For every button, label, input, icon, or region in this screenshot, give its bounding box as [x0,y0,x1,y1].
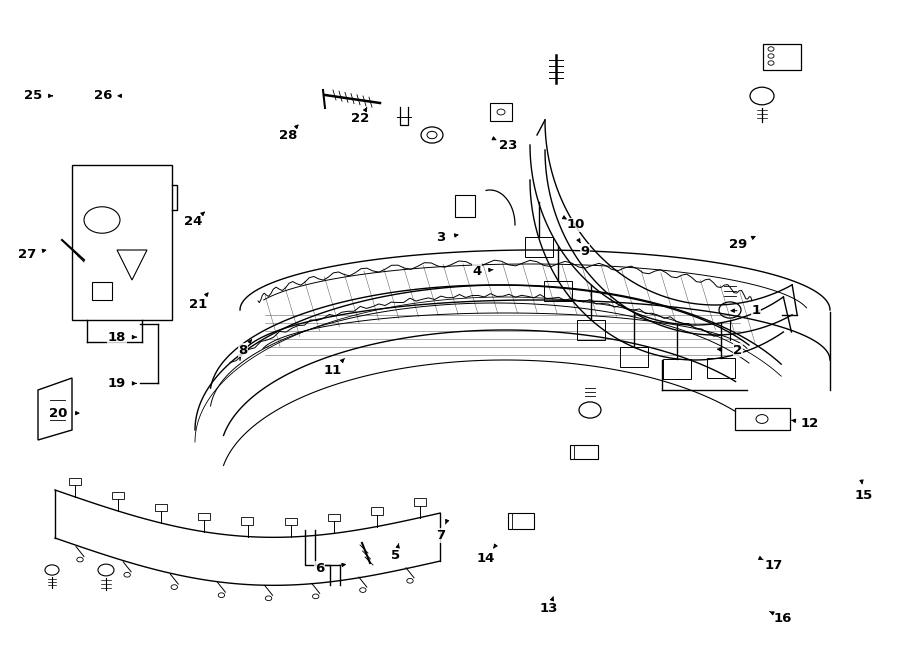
Text: 17: 17 [765,559,783,572]
Text: 9: 9 [580,245,590,258]
Bar [284,518,297,525]
Text: 1: 1 [752,304,760,317]
Text: 28: 28 [279,129,297,142]
Text: 23: 23 [500,139,518,152]
Text: 8: 8 [238,344,248,357]
Text: 3: 3 [436,231,446,245]
Bar [198,513,211,520]
Bar [112,492,124,499]
Bar [241,518,254,525]
Text: 27: 27 [18,248,36,261]
Text: 6: 6 [315,562,324,575]
Bar [72,165,172,320]
Text: 18: 18 [108,330,126,344]
Text: 2: 2 [734,344,742,357]
Bar [763,44,801,70]
Bar [328,514,340,522]
Bar [578,320,606,340]
Text: 4: 4 [472,264,482,278]
Bar [155,504,167,511]
Text: 11: 11 [324,364,342,377]
Text: 16: 16 [774,611,792,625]
Circle shape [750,87,774,105]
Bar [455,195,475,217]
Text: 19: 19 [108,377,126,390]
Bar [508,513,534,529]
Bar [490,103,512,121]
Text: 24: 24 [184,215,202,228]
Text: 13: 13 [540,602,558,615]
Bar [544,281,572,301]
Bar [570,445,598,459]
Text: 10: 10 [567,218,585,231]
Circle shape [45,565,59,575]
Circle shape [719,302,741,318]
Text: 20: 20 [50,407,68,420]
Circle shape [421,127,443,143]
Text: 5: 5 [392,549,400,562]
Bar [92,282,112,300]
Bar [371,508,382,514]
Bar [707,358,735,377]
Text: 12: 12 [801,416,819,430]
Text: 15: 15 [855,489,873,502]
Bar [69,478,81,485]
Text: 25: 25 [24,89,42,102]
Bar [525,237,553,257]
Text: 21: 21 [189,297,207,311]
Text: 26: 26 [94,89,112,102]
Circle shape [98,564,114,576]
Bar [662,359,691,379]
Circle shape [579,402,601,418]
Bar [414,498,426,506]
Text: 29: 29 [729,238,747,251]
Text: 22: 22 [351,112,369,126]
Bar [735,408,790,430]
Bar [619,347,648,367]
Text: 14: 14 [477,552,495,565]
Text: 7: 7 [436,529,446,542]
